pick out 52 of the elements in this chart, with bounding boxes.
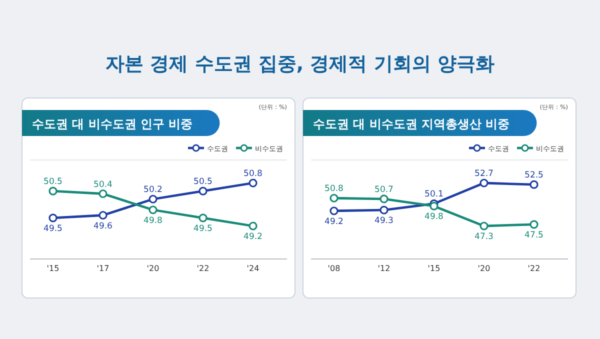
data-label: 49.8 <box>424 212 444 222</box>
point <box>430 202 438 210</box>
point <box>48 186 58 196</box>
point <box>480 222 488 230</box>
data-label: 49.5 <box>44 224 62 234</box>
point <box>248 222 258 230</box>
x-tick-label: '12 <box>378 264 390 273</box>
data-label: 50.5 <box>194 177 212 188</box>
data-label: 50.7 <box>374 184 394 195</box>
point <box>98 189 108 198</box>
x-tick-label: '22 <box>196 264 210 273</box>
x-tick-label: '08 <box>328 264 340 273</box>
data-label: 52.5 <box>524 170 544 181</box>
x-tick-label: '15 <box>428 264 440 273</box>
point <box>148 206 158 214</box>
point <box>198 214 208 222</box>
chart-title: 수도권 대 비수도권 지역총생산 비중 <box>313 117 510 131</box>
point <box>198 186 208 196</box>
data-label: 52.7 <box>474 169 494 179</box>
point <box>380 194 388 204</box>
point <box>330 194 338 202</box>
data-label: 49.8 <box>144 216 162 226</box>
x-tick-label: '15 <box>46 264 60 273</box>
point <box>98 210 108 220</box>
data-label: 49.6 <box>94 221 112 232</box>
x-tick-label: '20 <box>478 264 490 273</box>
data-label: 49.3 <box>374 216 394 226</box>
data-label: 50.1 <box>424 190 444 200</box>
data-label: 50.2 <box>144 185 162 196</box>
point <box>48 214 58 222</box>
x-tick-label: '17 <box>96 264 110 273</box>
data-label: 49.2 <box>324 216 344 227</box>
data-label: 50.4 <box>94 180 112 190</box>
point <box>330 206 338 216</box>
x-tick-label: '24 <box>246 264 260 273</box>
point <box>480 178 488 188</box>
data-label: 50.8 <box>324 184 344 194</box>
x-tick-label: '20 <box>146 264 160 273</box>
data-label: 50.5 <box>44 177 62 188</box>
text: 자본 경제 수도권 집중, 경제적 기회의 양극화 <box>106 53 494 75</box>
data-label: 47.3 <box>474 232 494 242</box>
data-label: 47.5 <box>524 230 544 240</box>
x-tick-label: '22 <box>528 264 540 273</box>
point <box>148 194 158 204</box>
data-label: 50.8 <box>244 169 262 179</box>
point <box>248 178 258 188</box>
chart-title: 수도권 대 비수도권 인구 비중 <box>32 117 193 131</box>
point <box>380 206 388 214</box>
point <box>530 180 538 189</box>
point <box>530 220 538 229</box>
data-label: 49.2 <box>244 232 262 242</box>
data-label: 49.5 <box>194 224 212 234</box>
